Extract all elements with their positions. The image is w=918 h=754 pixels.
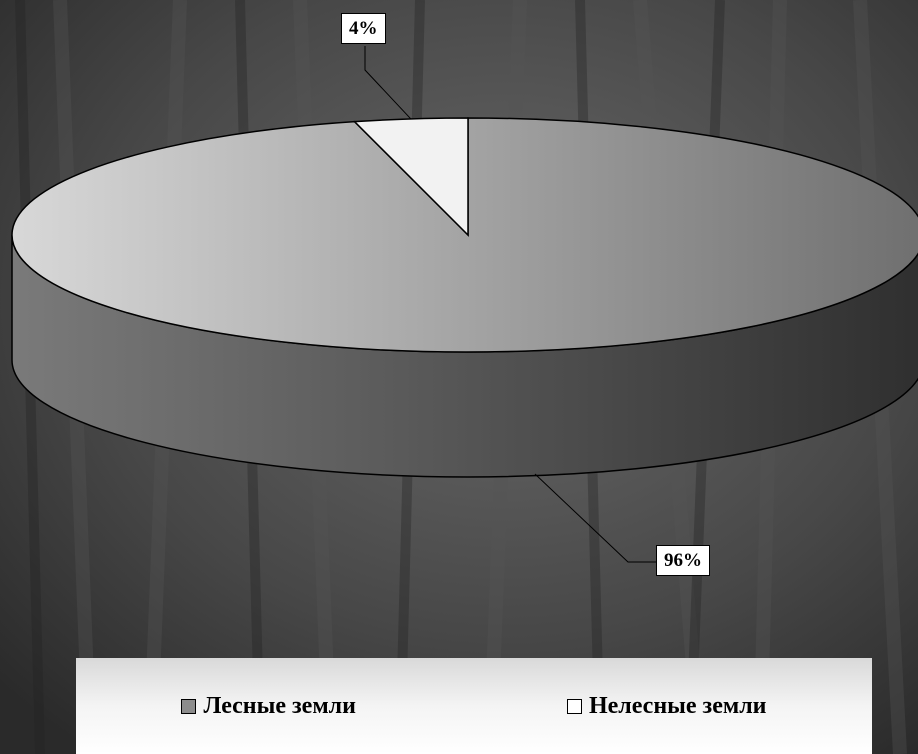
- data-label-forest: 96%: [656, 545, 710, 576]
- legend-item-forest: Лесные земли: [181, 692, 356, 720]
- legend-label-nonforest: Нелесные земли: [588, 692, 767, 719]
- leader-line-forest: [534, 473, 657, 563]
- legend: Лесные земли Нелесные земли: [76, 658, 872, 754]
- pie-slice-forest: [11, 117, 918, 353]
- data-label-nonforest: 4%: [341, 13, 386, 44]
- leader-line-nonforest: [364, 46, 412, 120]
- legend-swatch-nonforest: [566, 698, 582, 714]
- pie-slice-nonforest: [352, 117, 469, 237]
- legend-swatch-forest: [181, 698, 197, 714]
- legend-label-forest: Лесные земли: [203, 692, 356, 719]
- legend-item-nonforest: Нелесные земли: [566, 692, 767, 720]
